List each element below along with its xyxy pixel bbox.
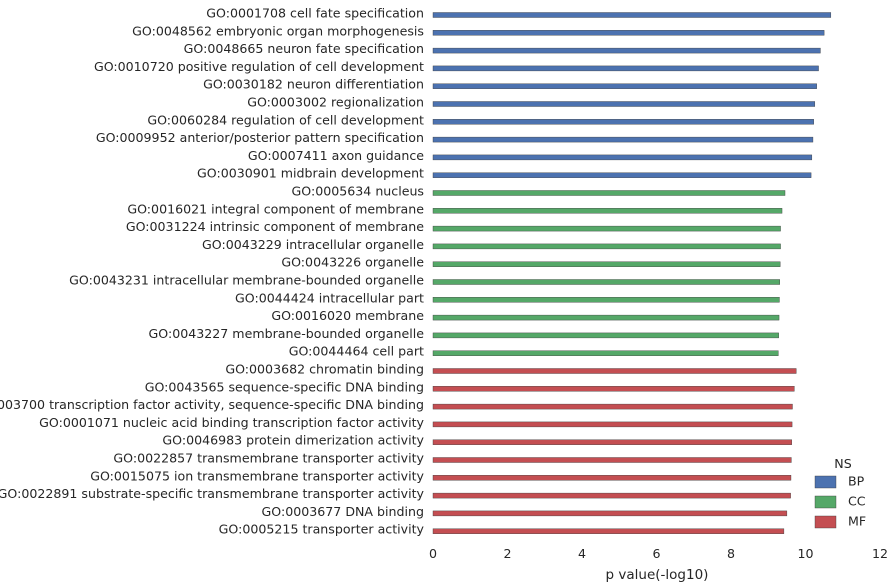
- bar-cc: [432, 332, 779, 339]
- legend-title: NS: [834, 456, 851, 471]
- legend-swatch-bp: [814, 475, 837, 489]
- bar-bp: [432, 101, 816, 107]
- x-tick-label: 10: [797, 546, 813, 561]
- category-label: GO:0005634 nucleus: [292, 184, 424, 199]
- category-label: GO:0003682 chromatin binding: [225, 362, 424, 377]
- bar-mf: [432, 439, 792, 445]
- bar-mf: [432, 528, 785, 534]
- bar-bp: [432, 136, 814, 143]
- bar-bp: [432, 30, 825, 36]
- legend-label-cc: CC: [848, 494, 866, 509]
- category-label: GO:0016020 membrane: [271, 308, 424, 323]
- legend-swatch-mf: [814, 515, 837, 529]
- bar-cc: [432, 350, 779, 356]
- category-label: GO:0009952 anterior/posterior pattern sp…: [96, 130, 424, 145]
- category-label: GO:0005215 transporter activity: [219, 522, 425, 537]
- category-label: GO:0022857 transmembrane transporter act…: [113, 451, 424, 466]
- x-tick-label: 2: [503, 546, 511, 561]
- bar-cc: [432, 225, 781, 232]
- bar-mf: [432, 457, 792, 463]
- category-label: GO:0048562 embryonic organ morphogenesis: [132, 23, 424, 38]
- category-label: GO:0016021 integral component of membran…: [127, 201, 424, 216]
- category-label: GO:0043565 sequence-specific DNA binding: [145, 379, 424, 394]
- x-tick-label: 4: [578, 546, 586, 561]
- category-label: GO:0022891 substrate-specific transmembr…: [0, 486, 425, 501]
- x-tick-label: 0: [429, 546, 437, 561]
- x-tick-label: 12: [872, 546, 888, 561]
- x-axis-title: p value(-log10): [606, 567, 709, 583]
- category-label: GO:0043231 intracellular membrane-bounde…: [69, 273, 424, 288]
- category-label: GO:0048665 neuron fate specification: [184, 41, 424, 56]
- bar-mf: [432, 421, 793, 428]
- category-label: GO:0003700 transcription factor activity…: [0, 397, 424, 412]
- category-label: GO:0010720 positive regulation of cell d…: [94, 59, 424, 74]
- bar-bp: [432, 83, 817, 89]
- category-label: GO:0030182 neuron differentiation: [203, 77, 424, 92]
- x-tick-label: 6: [652, 546, 660, 561]
- bar-bp: [432, 47, 821, 54]
- category-label: GO:0044424 intracellular part: [235, 290, 424, 305]
- category-label: GO:0046983 protein dimerization activity: [162, 433, 424, 448]
- bar-mf: [432, 475, 792, 481]
- bar-mf: [432, 368, 797, 374]
- category-label: GO:0003677 DNA binding: [262, 504, 424, 519]
- legend-label-mf: MF: [848, 514, 866, 529]
- bar-cc: [432, 243, 781, 250]
- category-label: GO:0060284 regulation of cell developmen…: [147, 112, 424, 127]
- bars-layer: [432, 12, 832, 534]
- bar-mf: [432, 386, 795, 392]
- category-label: GO:0043226 organelle: [281, 255, 424, 270]
- category-label: GO:0007411 axon guidance: [248, 148, 424, 163]
- category-label: GO:0031224 intrinsic component of membra…: [126, 219, 424, 234]
- x-tick-label: 8: [727, 546, 735, 561]
- category-label: GO:0001708 cell fate specification: [206, 6, 424, 21]
- bar-cc: [432, 279, 780, 285]
- legend-label-bp: BP: [848, 474, 865, 489]
- legend-items: BP CC MF: [814, 474, 866, 529]
- category-label: GO:0001071 nucleic acid binding transcri…: [39, 415, 424, 430]
- bar-bp: [432, 65, 819, 72]
- category-label: GO:0043227 membrane-bounded organelle: [149, 326, 425, 341]
- category-label: GO:0044464 cell part: [289, 344, 424, 359]
- bar-bp: [432, 119, 814, 125]
- category-label: GO:0030901 midbrain development: [197, 166, 424, 181]
- category-label: GO:0003002 regionalization: [247, 95, 424, 110]
- category-labels: GO:0001708 cell fate specification GO:004…: [0, 6, 425, 537]
- legend: NS BP CC MF: [814, 456, 866, 529]
- bar-cc: [432, 190, 786, 196]
- bar-bp: [432, 12, 832, 18]
- bar-cc: [432, 261, 781, 267]
- bar-cc: [432, 208, 783, 214]
- bar-bp: [432, 172, 812, 178]
- bar-mf: [432, 510, 788, 517]
- bar-cc: [432, 314, 780, 321]
- bar-bp: [432, 154, 813, 161]
- category-label: GO:0043229 intracellular organelle: [202, 237, 424, 252]
- x-axis-ticks: 0 2 4 6 8 10 12: [429, 546, 888, 561]
- bar-mf: [432, 403, 793, 410]
- bar-cc: [432, 297, 780, 303]
- legend-swatch-cc: [814, 495, 837, 509]
- bar-mf: [432, 492, 791, 499]
- category-label: GO:0015075 ion transmembrane transporter…: [90, 468, 424, 483]
